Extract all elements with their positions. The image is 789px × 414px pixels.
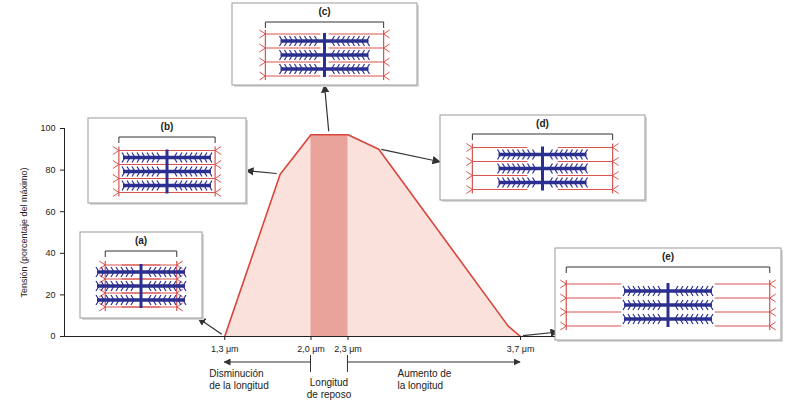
svg-text:(e): (e) bbox=[662, 251, 674, 262]
svg-text:40: 40 bbox=[45, 248, 55, 258]
svg-text:80: 80 bbox=[45, 165, 55, 175]
svg-text:20: 20 bbox=[45, 290, 55, 300]
svg-text:(d): (d) bbox=[536, 118, 549, 129]
svg-text:1,3 μm: 1,3 μm bbox=[211, 344, 239, 354]
svg-text:2,0 μm: 2,0 μm bbox=[297, 344, 325, 354]
svg-text:(b): (b) bbox=[161, 121, 174, 132]
svg-text:Tensión (porcentaje del máximo: Tensión (porcentaje del máximo) bbox=[19, 167, 29, 297]
svg-text:0: 0 bbox=[50, 331, 55, 341]
svg-text:Aumento dela longitud: Aumento dela longitud bbox=[397, 368, 451, 391]
svg-text:Longitudde reposo: Longitudde reposo bbox=[307, 377, 352, 400]
svg-text:2,3 μm: 2,3 μm bbox=[334, 344, 362, 354]
svg-text:(a): (a) bbox=[135, 235, 147, 246]
svg-text:60: 60 bbox=[45, 207, 55, 217]
svg-text:3,7 μm: 3,7 μm bbox=[507, 344, 535, 354]
svg-text:(c): (c) bbox=[318, 6, 330, 17]
svg-text:100: 100 bbox=[40, 123, 55, 133]
svg-text:Disminuciónde la longitud: Disminuciónde la longitud bbox=[209, 368, 269, 391]
